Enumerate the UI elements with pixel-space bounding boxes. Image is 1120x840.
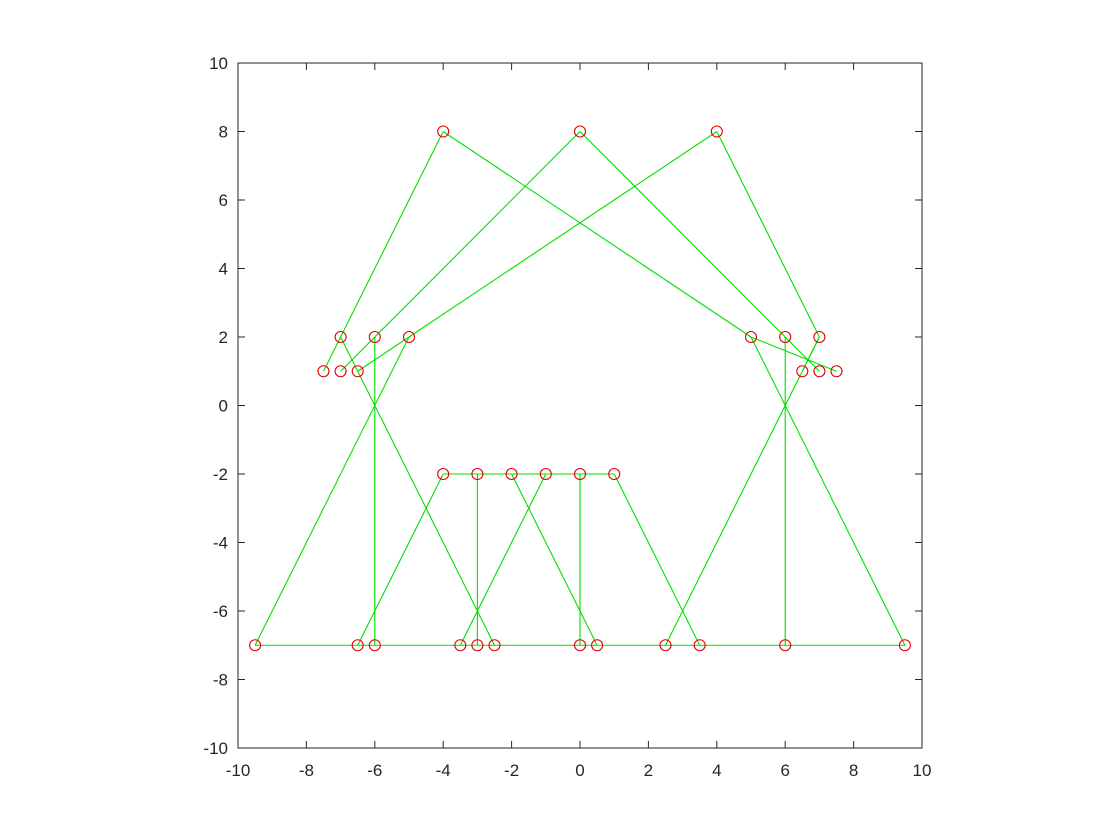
- data-point-marker: [471, 639, 484, 652]
- line-segment: [340, 336, 495, 646]
- data-point-marker: [573, 125, 587, 138]
- line-segment: [340, 131, 444, 338]
- x-tick-label: -10: [226, 761, 251, 780]
- y-tick-label: -10: [203, 739, 228, 758]
- data-point-marker: [830, 365, 843, 378]
- data-point-marker: [744, 330, 758, 344]
- data-point-marker: [368, 639, 381, 652]
- y-tick-labels: -10 -8 -6 -4 -2 0 2 4 6 8 10: [203, 54, 228, 758]
- line-segment: [323, 336, 342, 372]
- y-tick-label: 10: [209, 54, 228, 73]
- data-point-marker: [351, 365, 364, 378]
- line-segment: [579, 131, 820, 372]
- x-tick-labels: -10 -8 -6 -4 -2 0 2 4 6 8 10: [226, 761, 932, 780]
- y-tick-label: -2: [213, 465, 228, 484]
- segments-layer: [254, 131, 906, 646]
- line-segment: [750, 336, 906, 646]
- data-point-marker: [813, 365, 826, 378]
- data-point-marker: [437, 467, 450, 481]
- data-point-marker: [317, 365, 330, 378]
- data-point-marker: [437, 125, 450, 138]
- x-tick-label: -8: [299, 761, 314, 780]
- x-tick-label: 2: [644, 761, 653, 780]
- y-tick-label: 0: [219, 397, 228, 416]
- y-tick-label: 8: [219, 123, 228, 142]
- line-segment: [357, 131, 718, 372]
- y-tick-label: -6: [213, 602, 228, 621]
- data-point-marker: [693, 639, 706, 652]
- x-tick-label: 10: [913, 761, 932, 780]
- data-point-marker: [779, 639, 792, 652]
- line-segment: [613, 473, 701, 646]
- data-point-marker: [779, 330, 792, 344]
- data-point-marker: [591, 639, 604, 652]
- y-tick-label: 2: [219, 328, 228, 347]
- x-tick-label: 0: [575, 761, 584, 780]
- ticks-layer: [237, 62, 923, 749]
- data-point-marker: [813, 330, 826, 344]
- data-point-marker: [471, 467, 484, 481]
- y-tick-label: 4: [219, 260, 228, 279]
- line-segment: [459, 473, 547, 646]
- line-segment: [340, 131, 581, 372]
- data-point-marker: [368, 330, 381, 344]
- x-tick-label: -4: [436, 761, 451, 780]
- x-tick-label: -2: [504, 761, 519, 780]
- data-point-marker: [402, 330, 416, 344]
- data-point-marker: [488, 639, 501, 652]
- line-segment: [750, 336, 837, 372]
- line-segment: [254, 336, 410, 646]
- line-segment: [357, 473, 444, 646]
- data-point-marker: [898, 639, 911, 652]
- y-tick-label: 6: [219, 191, 228, 210]
- markers-layer: [249, 125, 911, 652]
- y-tick-label: -8: [213, 671, 228, 690]
- x-tick-label: 4: [712, 761, 721, 780]
- x-tick-label: 8: [849, 761, 858, 780]
- data-point-marker: [573, 467, 587, 481]
- data-point-marker: [539, 467, 552, 481]
- x-tick-label: -6: [367, 761, 382, 780]
- data-point-marker: [608, 467, 621, 481]
- line-segment: [716, 131, 820, 338]
- x-tick-label: 6: [780, 761, 789, 780]
- data-point-marker: [659, 639, 672, 652]
- line-segment: [442, 131, 752, 338]
- data-point-marker: [573, 639, 587, 652]
- data-point-marker: [351, 639, 364, 652]
- data-point-marker: [454, 639, 467, 652]
- data-point-marker: [334, 330, 347, 344]
- y-tick-label: -4: [213, 534, 228, 553]
- data-point-marker: [249, 639, 262, 652]
- line-segment: [665, 336, 820, 646]
- data-point-marker: [710, 125, 723, 138]
- data-point-marker: [796, 365, 809, 378]
- data-point-marker: [505, 467, 518, 481]
- line-segment: [511, 473, 598, 646]
- data-point-marker: [334, 365, 347, 378]
